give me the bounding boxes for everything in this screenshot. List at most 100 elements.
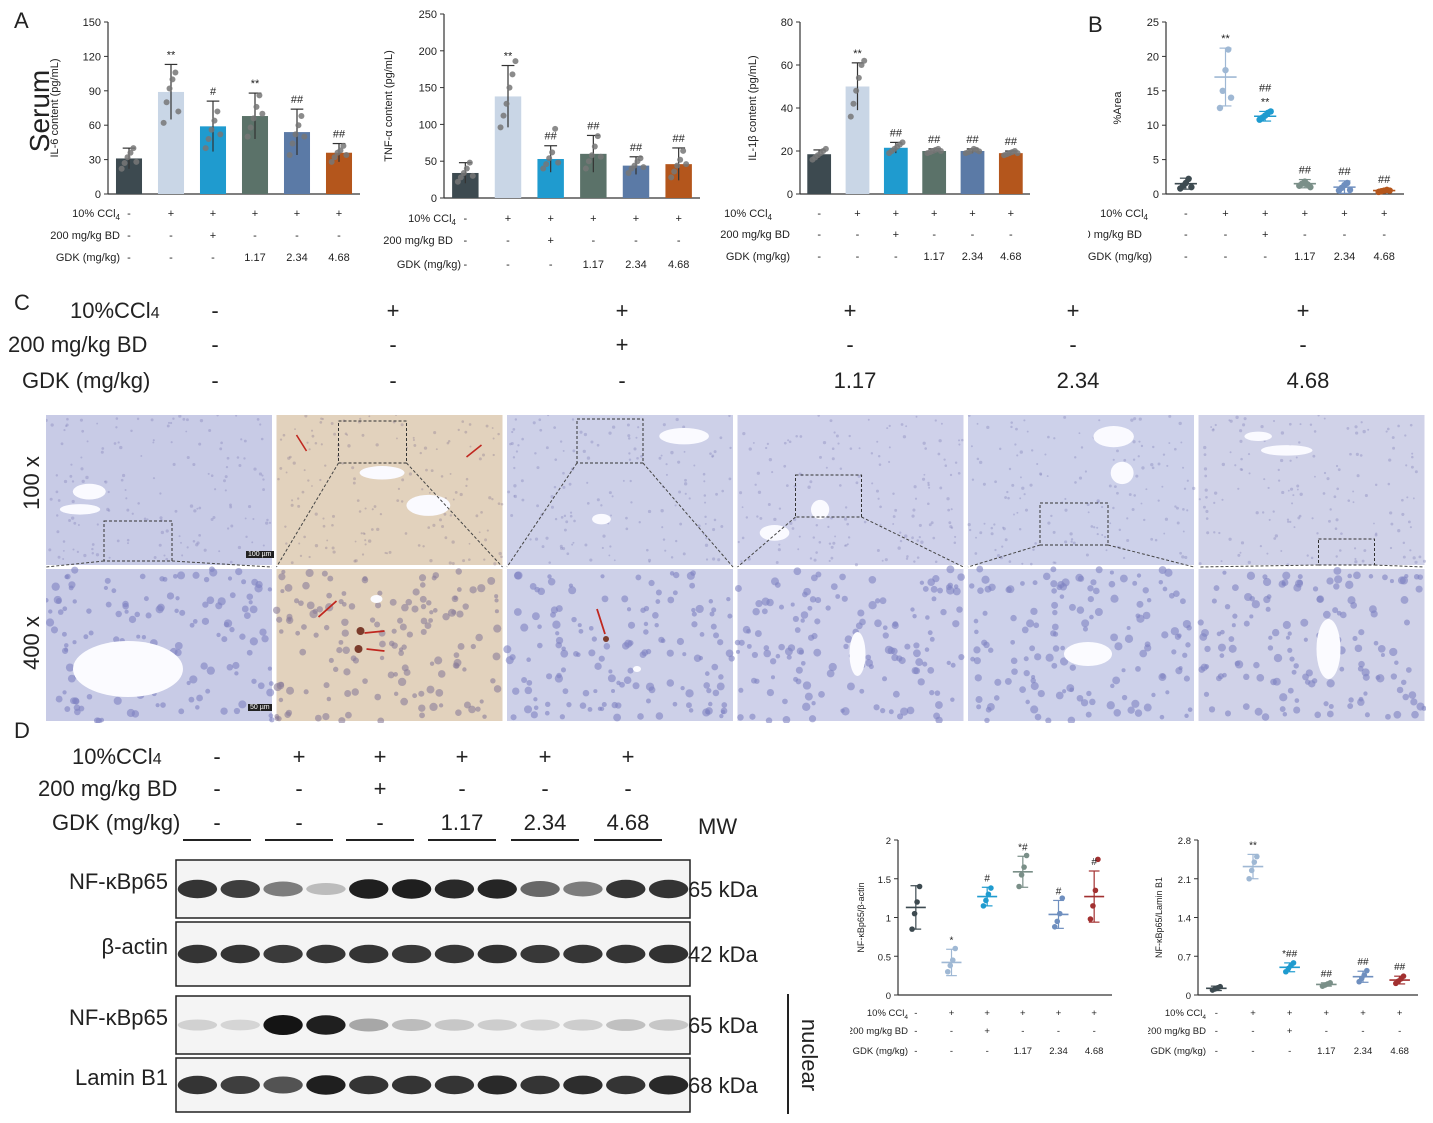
- cell-nucleus: [654, 622, 659, 628]
- cell-nucleus: [1293, 526, 1296, 529]
- cell-nucleus: [344, 432, 348, 436]
- cell-nucleus: [1064, 497, 1067, 500]
- data-point: [328, 158, 335, 165]
- cell-nucleus: [350, 655, 357, 662]
- cell-nucleus: [235, 567, 243, 576]
- significance-label: **: [1221, 33, 1230, 45]
- cell-nucleus: [521, 677, 528, 683]
- cell-nucleus: [286, 686, 295, 695]
- y-tick-label: 1.4: [1178, 914, 1191, 925]
- treatment-row-label: GDK (mg/kg): [1088, 251, 1152, 263]
- cell-nucleus: [882, 625, 888, 631]
- cell-nucleus: [189, 675, 198, 684]
- cell-nucleus: [71, 499, 75, 504]
- cell-nucleus: [949, 473, 953, 477]
- cell-nucleus: [399, 623, 407, 631]
- cell-nucleus: [429, 661, 435, 666]
- panel-letter-a: A: [14, 8, 29, 33]
- cell-nucleus: [80, 467, 84, 471]
- cell-nucleus: [586, 456, 591, 460]
- treatment-value: +: [675, 213, 681, 225]
- cell-nucleus: [1121, 668, 1126, 673]
- protein-band: [263, 944, 303, 964]
- cell-nucleus: [974, 629, 979, 635]
- cell-nucleus: [828, 662, 837, 672]
- data-point: [980, 903, 987, 909]
- cell-nucleus: [374, 621, 381, 628]
- cell-nucleus: [1229, 451, 1232, 454]
- cell-nucleus: [72, 548, 75, 551]
- cell-nucleus: [1254, 707, 1263, 716]
- cell-nucleus: [643, 629, 649, 635]
- cell-nucleus: [412, 588, 420, 596]
- cell-nucleus: [1262, 574, 1268, 580]
- data-point: [944, 968, 951, 975]
- cell-nucleus: [655, 712, 664, 720]
- cell-nucleus: [1373, 522, 1375, 525]
- cell-nucleus: [68, 519, 72, 522]
- cell-nucleus: [596, 443, 600, 447]
- cell-nucleus: [1131, 699, 1140, 708]
- cell-nucleus: [341, 629, 349, 637]
- panel-c-cell: 4.68: [1286, 368, 1330, 393]
- cell-nucleus: [1272, 510, 1275, 513]
- significance-label: *#: [1018, 842, 1028, 853]
- cell-nucleus: [1243, 417, 1247, 421]
- cell-nucleus: [874, 619, 882, 628]
- cell-nucleus: [153, 556, 157, 559]
- cell-nucleus: [377, 717, 385, 723]
- cell-nucleus: [1409, 549, 1412, 552]
- cell-nucleus: [513, 484, 517, 488]
- cell-nucleus: [1390, 673, 1398, 680]
- cell-nucleus: [513, 494, 517, 499]
- cell-nucleus: [691, 621, 698, 628]
- cell-nucleus: [1158, 673, 1167, 682]
- cell-nucleus: [1187, 707, 1193, 712]
- data-point: [1227, 94, 1235, 101]
- cell-nucleus: [1289, 520, 1292, 524]
- cell-nucleus: [462, 603, 469, 610]
- cell-nucleus: [1326, 679, 1335, 688]
- cell-nucleus: [1352, 490, 1355, 493]
- cell-nucleus: [697, 524, 701, 528]
- cell-nucleus: [136, 634, 141, 639]
- cell-nucleus: [419, 595, 427, 603]
- cell-nucleus: [892, 492, 895, 495]
- cell-nucleus: [937, 587, 943, 594]
- cell-nucleus: [778, 543, 781, 546]
- cell-nucleus: [711, 454, 715, 458]
- cell-nucleus: [929, 689, 935, 696]
- cell-nucleus: [572, 541, 575, 544]
- cell-nucleus: [553, 485, 557, 489]
- data-point: [552, 125, 559, 132]
- cell-nucleus: [1299, 423, 1302, 426]
- treatment-value: -: [971, 229, 975, 241]
- protein-band: [477, 879, 517, 899]
- zoom-guide: [737, 516, 796, 568]
- cell-nucleus: [353, 477, 356, 481]
- cell-nucleus: [291, 499, 294, 502]
- cell-nucleus: [809, 557, 813, 560]
- cell-nucleus: [1124, 634, 1134, 643]
- cell-nucleus: [126, 708, 136, 718]
- cell-nucleus: [477, 584, 486, 593]
- cell-nucleus: [1090, 525, 1094, 528]
- cell-nucleus: [927, 630, 933, 636]
- cell-nucleus: [1122, 556, 1126, 560]
- cell-nucleus: [301, 624, 307, 630]
- cell-nucleus: [1323, 417, 1326, 420]
- cell-nucleus: [393, 672, 398, 677]
- cell-nucleus: [1103, 535, 1107, 539]
- data-point: [1386, 187, 1393, 194]
- cell-nucleus: [738, 687, 744, 693]
- cell-nucleus: [1259, 545, 1263, 548]
- cell-nucleus: [1030, 682, 1039, 691]
- data-point: [1087, 916, 1094, 922]
- cell-nucleus: [192, 571, 200, 579]
- cell-nucleus: [1367, 428, 1370, 431]
- cell-nucleus: [180, 541, 182, 544]
- significance-label: ##: [333, 129, 346, 141]
- cell-nucleus: [1150, 462, 1154, 467]
- cell-nucleus: [377, 590, 383, 596]
- treatment-value: +: [1287, 1008, 1293, 1019]
